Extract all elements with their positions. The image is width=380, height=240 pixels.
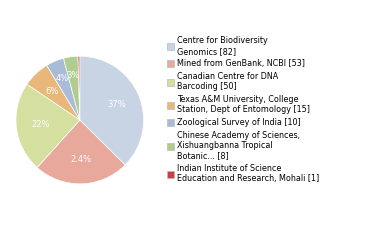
Wedge shape — [37, 120, 125, 184]
Wedge shape — [80, 56, 144, 165]
Wedge shape — [47, 58, 80, 120]
Wedge shape — [63, 56, 80, 120]
Wedge shape — [16, 84, 80, 168]
Legend: Centre for Biodiversity
Genomics [82], Mined from GenBank, NCBI [53], Canadian C: Centre for Biodiversity Genomics [82], M… — [167, 36, 320, 183]
Text: 2.4%: 2.4% — [70, 155, 92, 164]
Text: 4%: 4% — [56, 74, 69, 83]
Wedge shape — [27, 66, 80, 120]
Text: 22%: 22% — [31, 120, 50, 129]
Wedge shape — [78, 56, 80, 120]
Text: 6%: 6% — [46, 87, 59, 96]
Text: 3%: 3% — [67, 71, 80, 80]
Text: 37%: 37% — [107, 100, 126, 109]
